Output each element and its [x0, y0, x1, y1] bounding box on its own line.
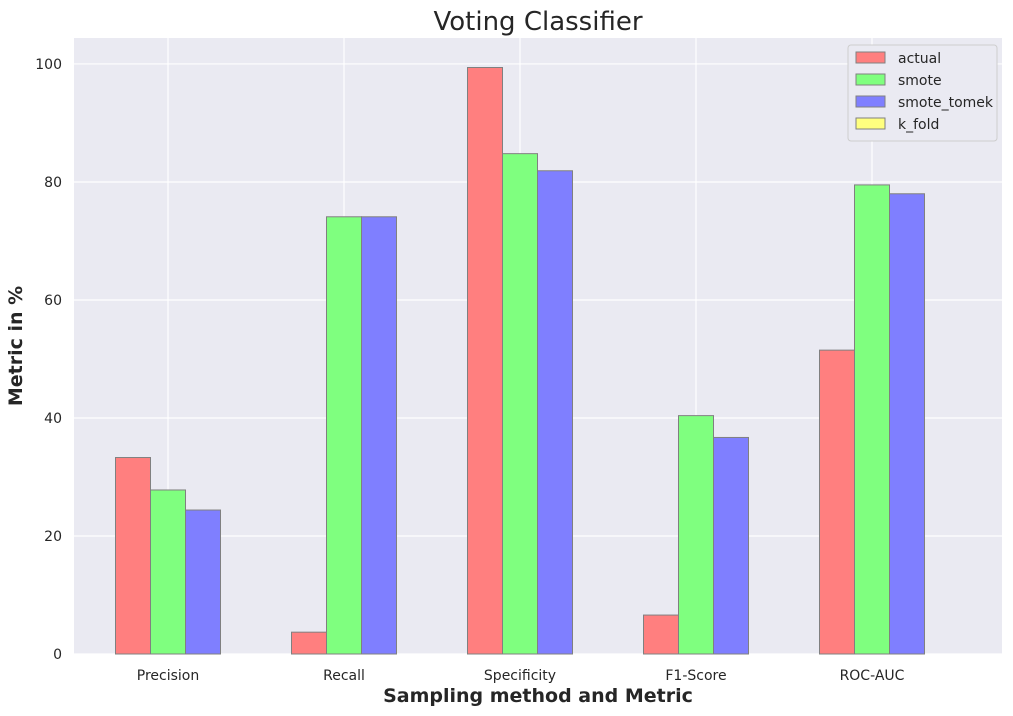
bars — [115, 67, 925, 655]
legend: actual smote smote_tomek k_fold — [847, 44, 998, 142]
legend-label-smote_tomek: smote_tomek — [898, 95, 994, 111]
bar-smote_tomek-precision — [185, 509, 221, 655]
y-tick-label: 0 — [53, 647, 62, 663]
bar-actual-precision — [115, 457, 151, 655]
tick-labels: 0 20 40 60 80 100 Precision Recall Specificity F1… — [35, 57, 904, 684]
legend-label-k_fold: k_fold — [898, 117, 939, 133]
bar-actual-specificity — [467, 67, 503, 655]
x-axis-label: Sampling method and Metric — [383, 685, 693, 707]
bar-smote-f1-score — [678, 415, 714, 655]
legend-swatch-smote_tomek — [855, 95, 886, 108]
bar-actual-f1-score — [643, 614, 679, 655]
bar-actual-roc-auc — [819, 349, 855, 655]
y-tick-label: 40 — [44, 411, 62, 427]
bar-actual-recall — [291, 631, 327, 655]
bar-smote_tomek-recall — [361, 216, 397, 655]
legend-swatch-smote — [855, 73, 886, 86]
y-tick-label: 20 — [44, 529, 62, 545]
y-tick-label: 60 — [44, 293, 62, 309]
x-tick-label: Precision — [137, 668, 199, 684]
x-tick-label: Specificity — [484, 668, 556, 684]
y-axis-label: Metric in % — [5, 286, 27, 406]
bar-smote_tomek-roc-auc — [889, 193, 925, 655]
bar-smote_tomek-specificity — [537, 170, 573, 655]
chart-title: Voting Classifier — [433, 7, 642, 37]
legend-swatch-actual — [855, 51, 886, 64]
x-tick-label: Recall — [323, 668, 365, 684]
y-tick-label: 100 — [35, 57, 62, 73]
legend-swatch-k_fold — [855, 117, 886, 130]
bar-smote-roc-auc — [854, 184, 890, 655]
legend-box — [847, 44, 998, 142]
x-tick-label: ROC-AUC — [840, 668, 905, 684]
bar-smote_tomek-f1-score — [713, 436, 749, 655]
x-tick-label: F1-Score — [665, 668, 726, 684]
y-tick-label: 80 — [44, 175, 62, 191]
legend-label-smote: smote — [898, 73, 942, 89]
legend-label-actual: actual — [898, 51, 941, 67]
bar-smote-specificity — [502, 153, 538, 655]
bar-smote-recall — [326, 216, 362, 655]
bar-smote-precision — [150, 489, 186, 655]
